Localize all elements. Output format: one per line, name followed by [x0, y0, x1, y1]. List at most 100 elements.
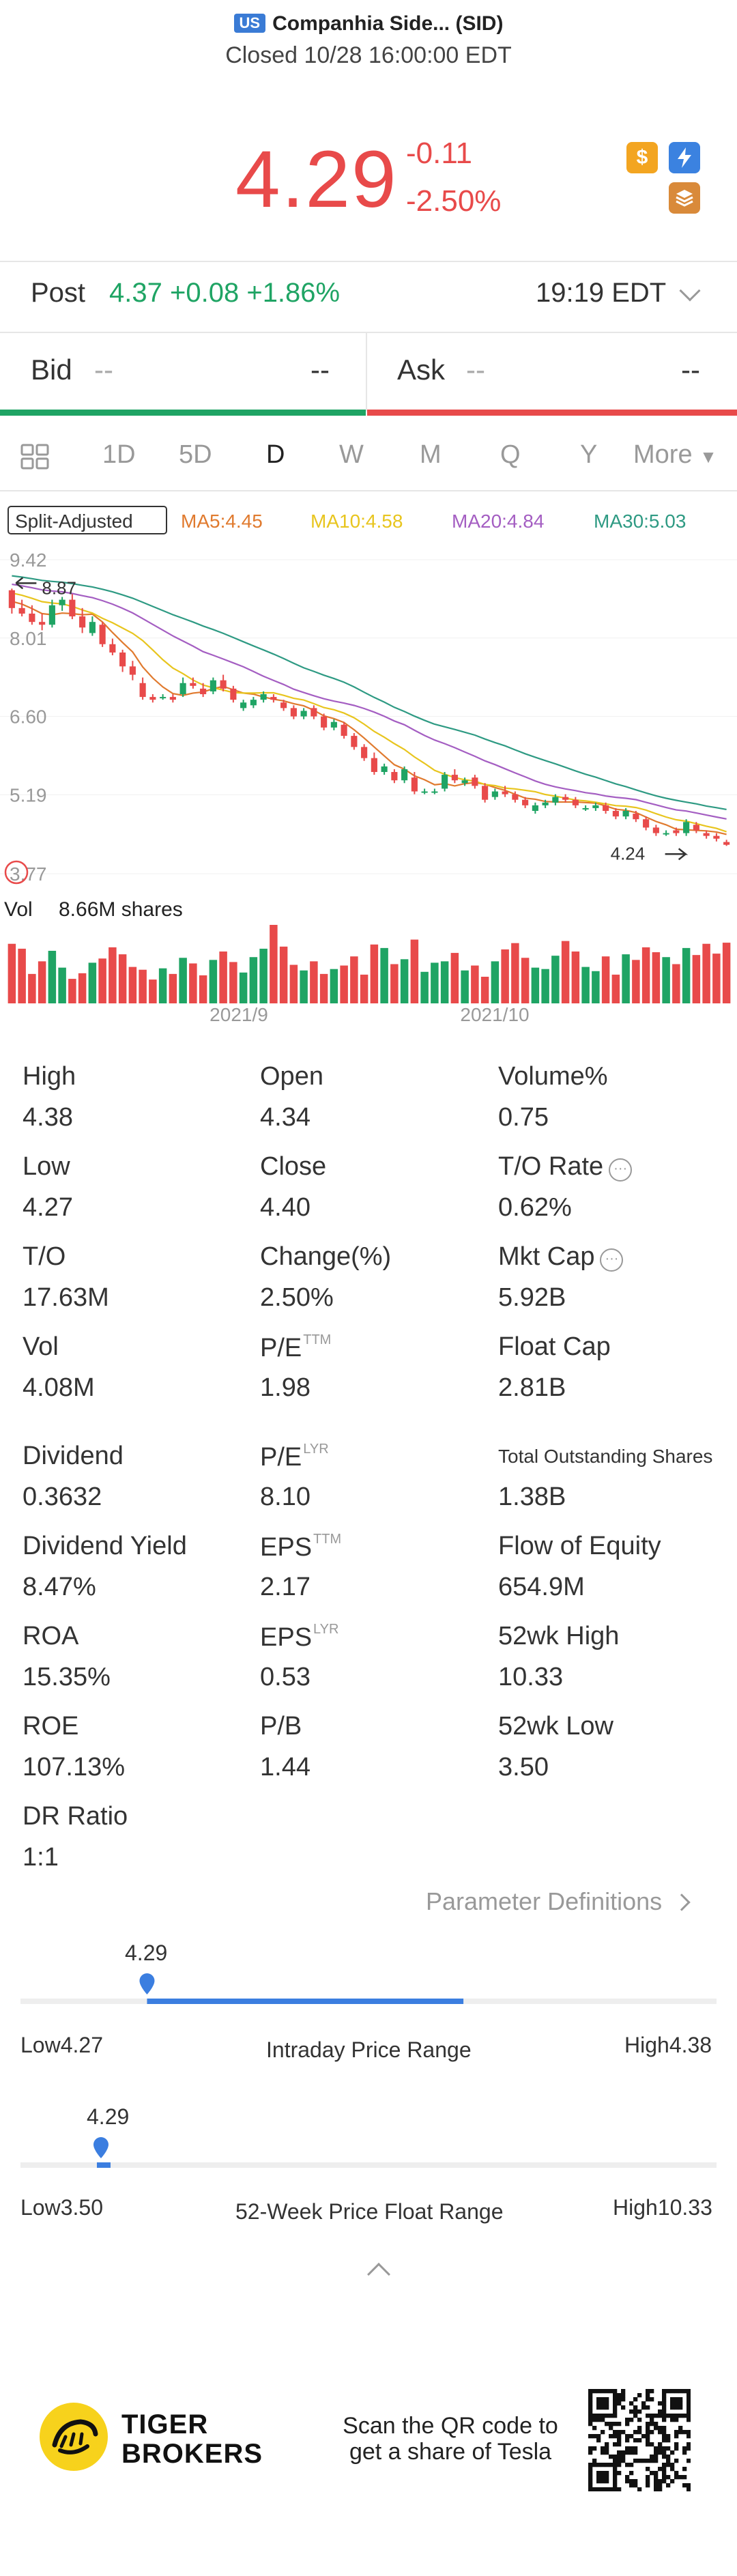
volume-bar: [400, 959, 409, 1003]
candlestick-chart[interactable]: Split-Adjusted MA5:4.45 MA10:4.58 MA20:4.84…: [0, 498, 737, 1025]
candle-body: [371, 758, 377, 773]
candle-body: [240, 702, 247, 709]
market-badge: US: [233, 14, 266, 33]
bid-label: Bid: [31, 354, 72, 386]
volume-bar: [300, 970, 308, 1003]
stat-close-label: Close: [260, 1152, 327, 1181]
week52-high-label: High: [613, 2195, 658, 2220]
stat-change-label: Change(%): [260, 1242, 392, 1271]
candle-body: [622, 811, 629, 817]
volume-bar: [480, 976, 489, 1003]
tab-1d[interactable]: 1D: [102, 440, 136, 469]
tab-m[interactable]: M: [420, 440, 442, 469]
stat-eps-lyr-value: 0.53: [260, 1663, 310, 1691]
candle-body: [502, 791, 508, 795]
candle-body: [270, 697, 277, 700]
stat-high-value: 4.38: [23, 1103, 73, 1132]
candle-body: [290, 708, 297, 717]
stock-name: Companhia Side... (SID): [272, 12, 504, 35]
week52-high-value: 10.33: [657, 2195, 712, 2220]
week52-range-title: 52-Week Price Float Range: [235, 2199, 504, 2224]
chevron-down-icon[interactable]: [679, 280, 701, 302]
candle-body: [260, 694, 267, 700]
lightning-icon[interactable]: [669, 142, 700, 173]
volume-bar: [662, 957, 670, 1003]
stat-mktcap-value: 5.92B: [498, 1283, 566, 1312]
volume-bar: [88, 962, 97, 1003]
y-tick-label: 8.01: [10, 628, 47, 649]
stat-vol-label: Vol: [23, 1332, 59, 1361]
stat-roe-label: ROE: [23, 1712, 79, 1741]
volume-bar: [259, 948, 268, 1003]
volume-bar: [98, 958, 106, 1003]
volume-bar: [239, 972, 248, 1003]
price-chart[interactable]: Split-Adjusted MA5:4.45 MA10:4.58 MA20:4.84…: [0, 498, 737, 1025]
tab-q[interactable]: Q: [500, 440, 521, 469]
candle-body: [603, 805, 609, 811]
ma-legend-item: MA20:4.84: [452, 511, 544, 532]
post-market-row[interactable]: Post 4.37 +0.08 +1.86% 19:19 EDT: [0, 263, 737, 331]
dollar-icon[interactable]: $: [626, 142, 658, 173]
volume-bar: [551, 956, 560, 1003]
parameter-definitions-link[interactable]: Parameter Definitions: [426, 1887, 691, 1916]
stat-tos-label: Total Outstanding Shares: [498, 1446, 713, 1467]
post-change: +0.08: [169, 278, 240, 308]
qr-caption-line2: get a share of Tesla: [349, 2439, 552, 2465]
more-info-icon[interactable]: ···: [600, 1248, 624, 1272]
arrow-left-icon: [15, 577, 37, 590]
candle-body: [250, 700, 257, 706]
volume-bar: [702, 943, 710, 1003]
volume-bar: [491, 961, 500, 1003]
split-adjusted-box: [8, 506, 167, 534]
candle-body: [109, 644, 116, 653]
more-info-icon[interactable]: ···: [609, 1158, 633, 1182]
tab-more[interactable]: More ▼: [633, 440, 717, 470]
intraday-high-value: 4.38: [669, 2033, 712, 2057]
volume-bar: [370, 944, 379, 1003]
candle-body: [703, 833, 710, 836]
volume-bar: [471, 965, 479, 1003]
stat-open-value: 4.34: [260, 1103, 310, 1132]
candle-body: [472, 777, 478, 786]
stat-to-label: T/O: [23, 1242, 66, 1271]
volume-bar: [461, 970, 469, 1003]
candle-body: [190, 683, 197, 686]
volume-bar: [682, 947, 691, 1003]
stat-dr-label: DR Ratio: [23, 1802, 128, 1831]
volume-bar: [229, 962, 237, 1003]
week52-high: High10.33: [613, 2195, 712, 2220]
parameter-definitions-label: Parameter Definitions: [426, 1887, 663, 1915]
week52-low-label: Low: [20, 2195, 61, 2220]
candle-body: [411, 777, 418, 792]
volume-bar: [18, 948, 26, 1003]
volume-bar: [289, 964, 298, 1003]
candle-body: [401, 769, 408, 781]
volume-bar: [270, 925, 278, 1003]
stat-pe-lyr: P/E LYR: [260, 1442, 329, 1472]
volume-bar: [139, 969, 147, 1003]
brand-line2: BROKERS: [121, 2439, 263, 2469]
stat-pe-sup: TTM: [303, 1332, 332, 1347]
tab-w[interactable]: W: [339, 440, 364, 469]
volume-bar: [561, 941, 570, 1003]
post-time: 19:19 EDT: [536, 278, 667, 308]
layout-grid-icon[interactable]: [20, 444, 53, 471]
volume-bar: [189, 963, 197, 1003]
candle-body: [643, 819, 650, 828]
last-price: 4.29: [235, 134, 398, 225]
stack-icon[interactable]: [669, 182, 700, 214]
tab-y[interactable]: Y: [580, 440, 598, 469]
week52-range-slider: [20, 2137, 717, 2168]
y-tick-label: 5.19: [10, 784, 47, 805]
candle-body: [683, 822, 690, 833]
bid-price: --: [94, 354, 113, 386]
volume-bar: [601, 956, 610, 1003]
candle-body: [442, 775, 448, 789]
tab-d[interactable]: D: [266, 440, 285, 469]
stat-52wklow-value: 3.50: [498, 1753, 549, 1781]
week52-low-value: 3.50: [60, 2195, 103, 2220]
intraday-current-value: 4.29: [125, 1941, 168, 1965]
volume-bar: [340, 965, 348, 1003]
tab-5d[interactable]: 5D: [179, 440, 212, 469]
chevron-up-icon[interactable]: [367, 2263, 390, 2286]
